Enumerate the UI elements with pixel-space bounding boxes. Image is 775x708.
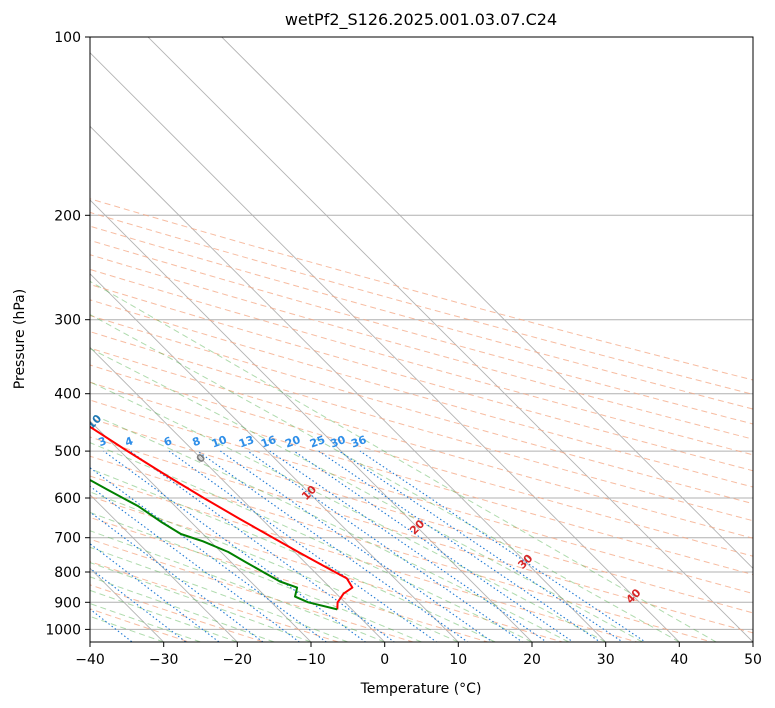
mixing-ratio-label: 20	[283, 433, 302, 451]
mixing-ratio-label: 4	[123, 434, 135, 449]
mixing-ratio-label: 13	[237, 433, 256, 450]
mixing-ratio-label: 3	[97, 434, 109, 449]
profile-series	[90, 425, 354, 611]
axes: −40 −30 −20 −10 0 10 20 30 40 50 100 200 300 400 500 60…	[45, 30, 762, 668]
mixing-ratio-line	[129, 450, 396, 642]
mixing-ratio-line	[103, 450, 367, 642]
mixing-ratio-label: 6	[162, 434, 174, 449]
dry-adiabat-line	[90, 254, 753, 440]
y-tick-label: 1000	[45, 622, 81, 638]
mixing-ratio-line	[90, 467, 328, 642]
moist-adiabat-line	[90, 442, 533, 642]
moist-adiabat-line	[90, 413, 570, 642]
isotherm-line	[90, 273, 459, 642]
y-tick-label: 400	[54, 387, 81, 403]
background-lines	[90, 37, 753, 642]
isotherm-line	[90, 494, 238, 642]
dry-adiabat-line	[90, 315, 753, 505]
mixing-ratio-line	[90, 485, 301, 642]
isotherm-line	[90, 125, 607, 642]
moist-adiabat-line	[90, 381, 606, 642]
moist-adiabat-line	[90, 468, 496, 642]
isotherm-line	[221, 37, 753, 570]
isotherm-line	[90, 199, 533, 642]
moist-adiabat-line	[90, 530, 385, 642]
x-tick-label: −20	[223, 652, 253, 668]
mixing-ratio-line	[90, 511, 264, 642]
x-tick-label: 10	[449, 652, 467, 668]
mixing-ratio-label: 36	[349, 433, 368, 451]
x-tick-label: 20	[523, 652, 541, 668]
mixing-ratio-label: 25	[308, 433, 327, 450]
dry-adiabat-line	[90, 495, 565, 642]
dry-adiabat-line	[90, 225, 753, 410]
y-tick-label: 600	[54, 491, 81, 507]
y-tick-label: 200	[54, 208, 81, 224]
x-tick-label: 0	[380, 652, 389, 668]
isotherm-line	[90, 420, 312, 642]
mixing-ratio-line	[220, 450, 494, 642]
x-tick-label: −10	[296, 652, 326, 668]
mixing-ratio-line	[359, 450, 647, 642]
dry-adiabat-line	[90, 239, 753, 425]
y-tick-label: 300	[54, 313, 81, 329]
mixing-ratio-label: 10	[210, 433, 229, 451]
plot-frame	[89, 36, 754, 643]
x-tick-label: −30	[149, 652, 179, 668]
x-tick-label: −40	[75, 652, 105, 668]
x-tick-label: 30	[597, 652, 615, 668]
x-axis-label: Temperature (°C)	[360, 681, 482, 697]
dry-adiabat-line	[90, 455, 714, 642]
y-tick-label: 800	[54, 565, 81, 581]
mixing-ratio-line	[247, 450, 524, 642]
mixing-ratio-line	[318, 450, 602, 642]
dry-adiabat-line	[90, 381, 753, 576]
chart-title: wetPf2_S126.2025.001.03.07.C24	[285, 10, 557, 30]
mixing-ratio-line	[338, 450, 624, 642]
y-tick-label: 900	[54, 595, 81, 611]
y-axis-label: Pressure (hPa)	[12, 289, 28, 389]
y-tick-label: 700	[54, 531, 81, 547]
moist-adiabat-line	[90, 314, 680, 642]
isotherm-line	[90, 52, 680, 642]
x-tick-label: 40	[670, 652, 688, 668]
y-tick-label: 100	[54, 30, 81, 46]
mixing-ratio-label: 30	[329, 433, 348, 451]
temperature-profile-line	[90, 425, 354, 610]
dewpoint-profile-line	[90, 478, 338, 611]
dry-adiabat-line	[90, 475, 639, 642]
dry-adiabat-line	[90, 331, 753, 522]
mixing-ratio-label: 8	[191, 434, 203, 449]
mixing-ratio-line	[197, 450, 469, 642]
dry-adiabat-line	[90, 399, 753, 595]
dry-adiabat-line	[90, 364, 753, 557]
y-tick-label: 500	[54, 444, 81, 460]
mixing-ratio-label: 16	[259, 433, 278, 451]
x-tick-label: 50	[744, 652, 762, 668]
